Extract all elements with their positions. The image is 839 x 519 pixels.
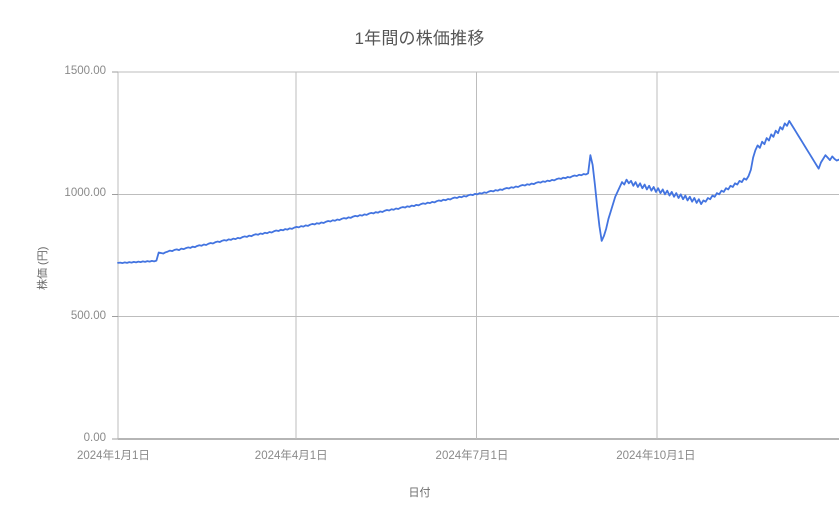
y-tick-label: 0.00	[83, 432, 106, 444]
y-tick-label: 500.00	[70, 309, 106, 322]
chart-title: 1年間の株価推移	[354, 29, 485, 48]
y-tick-label: 1000.00	[64, 187, 106, 200]
x-tick-label: 2024年4月1日	[254, 450, 328, 462]
x-tick-label: 2024年10月1日	[616, 450, 696, 462]
y-tick-label: 1500.00	[64, 65, 106, 77]
x-tick-label: 2024年1月1日	[77, 450, 150, 462]
tick-marks	[112, 71, 118, 440]
gridlines	[117, 71, 839, 440]
x-tick-label: 2024年7月1日	[435, 450, 509, 462]
price-line	[117, 120, 839, 264]
y-axis-title: 株価 (円)	[37, 246, 49, 290]
x-axis-title: 日付	[408, 487, 431, 499]
